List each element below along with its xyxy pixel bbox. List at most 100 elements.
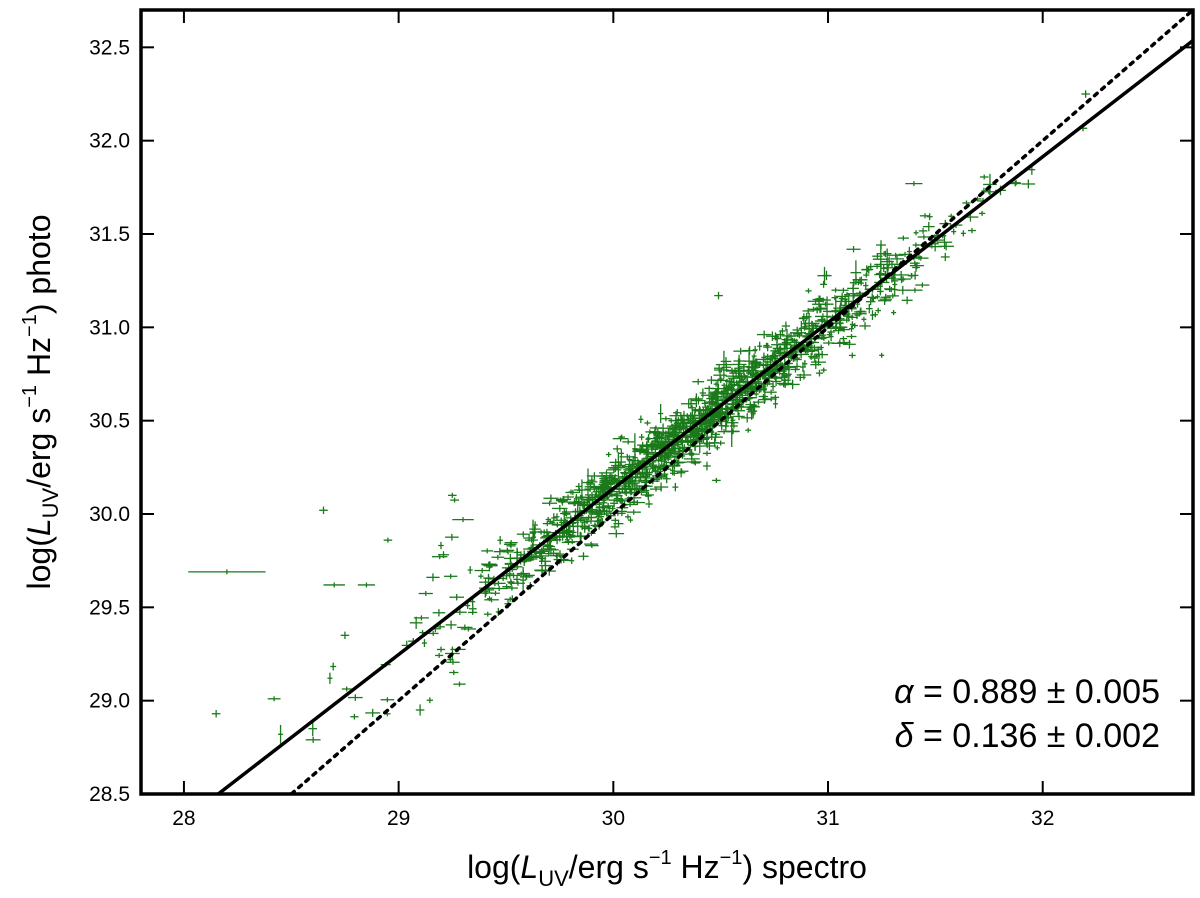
axis-ticks: [141, 10, 1193, 795]
data-point: [820, 280, 828, 288]
data-point: [878, 296, 892, 305]
data-point: [838, 287, 849, 293]
data-point: [305, 736, 321, 743]
data-point: [863, 272, 870, 278]
data-point: [652, 431, 664, 437]
data-point: [913, 255, 929, 261]
data-point: [675, 439, 688, 445]
data-point: [573, 493, 579, 504]
data-point: [809, 328, 815, 334]
data-point: [807, 298, 824, 305]
data-point: [704, 433, 710, 444]
data-point: [940, 252, 950, 262]
data-point: [691, 396, 706, 405]
data-point: [779, 328, 786, 334]
data-point: [625, 465, 637, 471]
data-point: [554, 517, 568, 524]
data-point: [673, 445, 687, 451]
data-point: [517, 571, 526, 577]
data-point: [613, 520, 624, 527]
data-point: [699, 388, 707, 398]
data-point: [323, 582, 345, 588]
data-point: [781, 329, 793, 357]
data-point: [730, 382, 746, 389]
data-point: [383, 537, 393, 543]
data-point: [962, 200, 971, 206]
data-point: [751, 353, 757, 359]
data-point: [667, 422, 684, 431]
data-point: [553, 532, 566, 542]
y-tick-label: 31.5: [89, 223, 130, 246]
data-point: [497, 536, 503, 545]
data-point: [657, 464, 664, 473]
data-point: [712, 431, 720, 437]
data-point: [908, 272, 915, 278]
data-point: [827, 329, 835, 335]
data-point: [823, 340, 835, 346]
data-point: [555, 550, 565, 558]
data-point: [750, 401, 759, 412]
data-point: [619, 474, 627, 480]
data-point: [745, 427, 752, 433]
data-point: [692, 430, 702, 437]
data-point: [812, 304, 828, 314]
y-tick-label: 32.5: [89, 36, 130, 59]
data-point: [885, 256, 893, 267]
data-point: [554, 513, 560, 521]
data-point: [876, 240, 886, 250]
data-point: [688, 450, 695, 456]
data-point: [978, 210, 986, 216]
one-to-one-line: [288, 10, 1193, 794]
data-point: [267, 696, 281, 702]
data-point: [662, 428, 675, 437]
data-point: [876, 287, 884, 296]
data-point: [843, 317, 850, 323]
alpha-annotation: α = 0.889 ± 0.005: [894, 673, 1160, 711]
data-point: [721, 389, 727, 395]
data-point: [880, 264, 887, 272]
data-point: [912, 263, 920, 272]
data-point: [696, 408, 702, 414]
data-point: [872, 263, 882, 269]
data-points: [188, 90, 1090, 744]
data-point: [792, 331, 803, 338]
data-point: [897, 276, 906, 284]
data-point: [482, 561, 498, 569]
data-point: [542, 500, 558, 506]
data-point: [681, 399, 697, 409]
data-point: [753, 391, 759, 397]
data-point: [418, 591, 433, 597]
data-point: [631, 499, 637, 505]
data-point: [802, 308, 814, 314]
data-point: [616, 457, 627, 467]
data-point: [625, 489, 638, 495]
data-point: [820, 367, 827, 373]
data-point: [917, 234, 931, 240]
data-point: [831, 339, 848, 348]
data-point: [895, 276, 911, 282]
x-axis-title: log(LUV/erg s−1 Hz−1) spectro: [467, 847, 867, 891]
data-point: [502, 549, 514, 555]
x-tick-label: 28: [172, 807, 195, 830]
data-point: [611, 517, 620, 523]
data-point: [740, 413, 754, 423]
data-point: [557, 498, 567, 506]
data-point: [872, 253, 883, 259]
data-point: [856, 307, 866, 316]
data-point: [758, 360, 774, 370]
data-point: [766, 352, 779, 362]
data-point: [421, 639, 427, 647]
data-point: [652, 437, 658, 446]
x-tick-label: 29: [387, 807, 410, 830]
data-point: [523, 534, 536, 542]
data-point: [907, 287, 923, 293]
data-point: [849, 293, 859, 299]
data-point: [484, 597, 499, 603]
data-point: [781, 373, 788, 381]
data-point: [866, 265, 872, 274]
data-point: [848, 352, 856, 359]
data-point: [922, 221, 935, 232]
data-point: [730, 416, 736, 425]
data-point: [960, 230, 966, 237]
data-point: [626, 509, 641, 515]
